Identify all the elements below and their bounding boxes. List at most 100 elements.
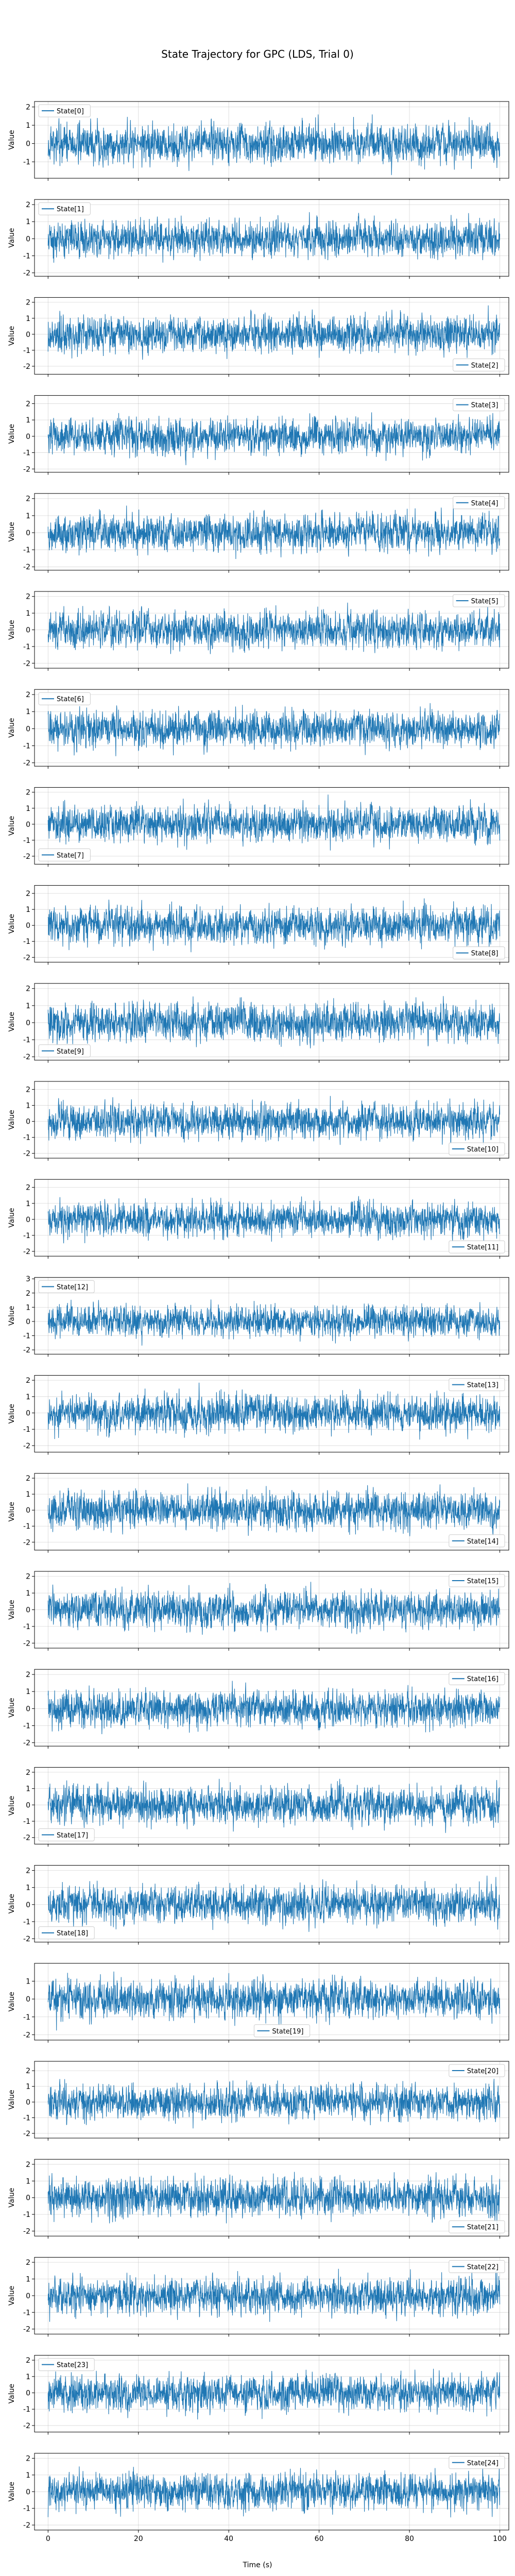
series-line-State[12] (47, 1299, 501, 1346)
legend-label: State[17] (57, 1832, 88, 1839)
y-tick-label: -2 (23, 269, 30, 278)
y-tick-label: 1 (26, 1785, 30, 1793)
y-tick-label: 0 (26, 2098, 30, 2107)
y-tick-label: 1 (26, 1977, 30, 1986)
legend: State[0] (38, 104, 91, 117)
y-axis-label: Value (8, 326, 16, 346)
legend-label: State[19] (272, 2028, 303, 2036)
legend-box (449, 2260, 505, 2273)
y-tick-label: 0 (26, 140, 30, 148)
y-axis-label: Value (8, 228, 16, 247)
y-axis-label: Value (8, 522, 16, 541)
y-axis-label: Value (8, 2384, 16, 2403)
y-tick-label: 2 (26, 495, 30, 503)
y-tick-label: -1 (23, 1918, 30, 1926)
legend-box (38, 2358, 95, 2371)
subplot-21: -2 -1 0 1 2 Value State[21] (8, 2159, 509, 2239)
y-tick-label: 1 (26, 1393, 30, 1401)
series-line-State[14] (47, 1483, 501, 1536)
y-tick-label: 1 (26, 1200, 30, 1208)
series-line-State[1] (47, 212, 501, 263)
series-line-State[10] (47, 1096, 501, 1145)
legend: State[11] (449, 1240, 505, 1253)
x-tick-label: 80 (405, 2535, 414, 2543)
y-tick-label: 2 (26, 1086, 30, 1094)
y-axis-label: Value (8, 1012, 16, 1031)
y-tick-label: 0 (26, 1216, 30, 1224)
axes-frame (34, 787, 509, 865)
y-tick-label: -1 (23, 2013, 30, 2022)
axes-frame (34, 2453, 509, 2531)
y-axis-label: Value (8, 1992, 16, 2011)
y-tick-label: -1 (23, 1332, 30, 1341)
legend-label: State[22] (467, 2263, 499, 2271)
legend: State[9] (38, 1044, 91, 1058)
y-axis-label: Value (8, 1404, 16, 1423)
y-tick-label: -1 (23, 347, 30, 355)
y-tick-label: -2 (23, 1739, 30, 1748)
y-tick-label: 0 (26, 2292, 30, 2300)
legend-label: State[24] (467, 2460, 499, 2467)
legend-box (38, 1828, 95, 1841)
axes-frame (34, 199, 509, 277)
series-line-State[19] (47, 1971, 501, 2031)
legend: State[1] (38, 202, 91, 215)
legend-box (38, 1044, 91, 1058)
series-line-State[11] (47, 1196, 501, 1244)
subplot-7: -2 -1 0 1 2 Value State[7] (8, 787, 509, 867)
legend-label: State[13] (467, 1382, 499, 1389)
y-tick-label: -1 (23, 2114, 30, 2122)
legend: State[4] (453, 496, 505, 510)
legend-box (453, 398, 505, 412)
y-tick-label: 1 (26, 122, 30, 130)
y-tick-label: -1 (23, 1722, 30, 1730)
x-tick-label: 60 (315, 2535, 324, 2543)
y-tick-label: 1 (26, 1490, 30, 1499)
y-tick-label: -2 (23, 659, 30, 668)
axes-frame (34, 395, 509, 473)
y-axis-label: Value (8, 1796, 16, 1816)
y-tick-label: -2 (23, 465, 30, 473)
legend: State[5] (453, 594, 505, 607)
legend-box (449, 1240, 505, 1253)
series-line-State[6] (47, 703, 501, 756)
axes-frame (34, 2061, 509, 2139)
axes-frame (34, 1277, 509, 1354)
y-tick-label: 1 (26, 218, 30, 226)
subplot-4: -2 -1 0 1 2 Value State[4] (8, 493, 509, 573)
y-tick-label: 1 (26, 609, 30, 618)
axes-frame (34, 297, 509, 375)
y-tick-label: 1 (26, 1884, 30, 1892)
y-tick-label: 2 (26, 2259, 30, 2267)
legend-label: State[7] (57, 852, 84, 859)
y-tick-label: -2 (23, 759, 30, 768)
y-tick-label: 0 (26, 1410, 30, 1418)
y-tick-label: -1 (23, 158, 30, 166)
y-tick-label: -1 (23, 742, 30, 750)
y-tick-label: 2 (26, 1377, 30, 1385)
subplot-11: -2 -1 0 1 2 Value State[11] (8, 1179, 509, 1259)
y-tick-label: -2 (23, 2031, 30, 2039)
y-tick-label: 0 (26, 1995, 30, 2004)
axes-frame (34, 1865, 509, 1943)
y-tick-label: -1 (23, 449, 30, 457)
legend-label: State[1] (57, 206, 84, 213)
legend-label: State[14] (467, 1538, 499, 1546)
y-tick-label: -1 (23, 837, 30, 845)
y-tick-label: 0 (26, 1801, 30, 1809)
y-tick-label: -2 (23, 1442, 30, 1450)
legend-label: State[0] (57, 108, 84, 115)
y-tick-label: -1 (23, 1426, 30, 1434)
legend-label: State[16] (467, 1675, 499, 1683)
y-tick-label: 2 (26, 691, 30, 699)
x-tick-label: 0 (46, 2535, 50, 2543)
series-line-State[23] (47, 2368, 501, 2420)
chart-title: State Trajectory for GPC (LDS, Trial 0) (161, 48, 354, 60)
y-tick-label: 0 (26, 1901, 30, 1909)
y-axis-label: Value (8, 620, 16, 639)
y-tick-label: 1 (26, 1688, 30, 1696)
y-tick-label: 1 (26, 2083, 30, 2091)
legend: State[2] (453, 358, 505, 371)
y-tick-label: 0 (26, 331, 30, 339)
subplot-9: -2 -1 0 1 2 Value State[9] (8, 983, 509, 1063)
